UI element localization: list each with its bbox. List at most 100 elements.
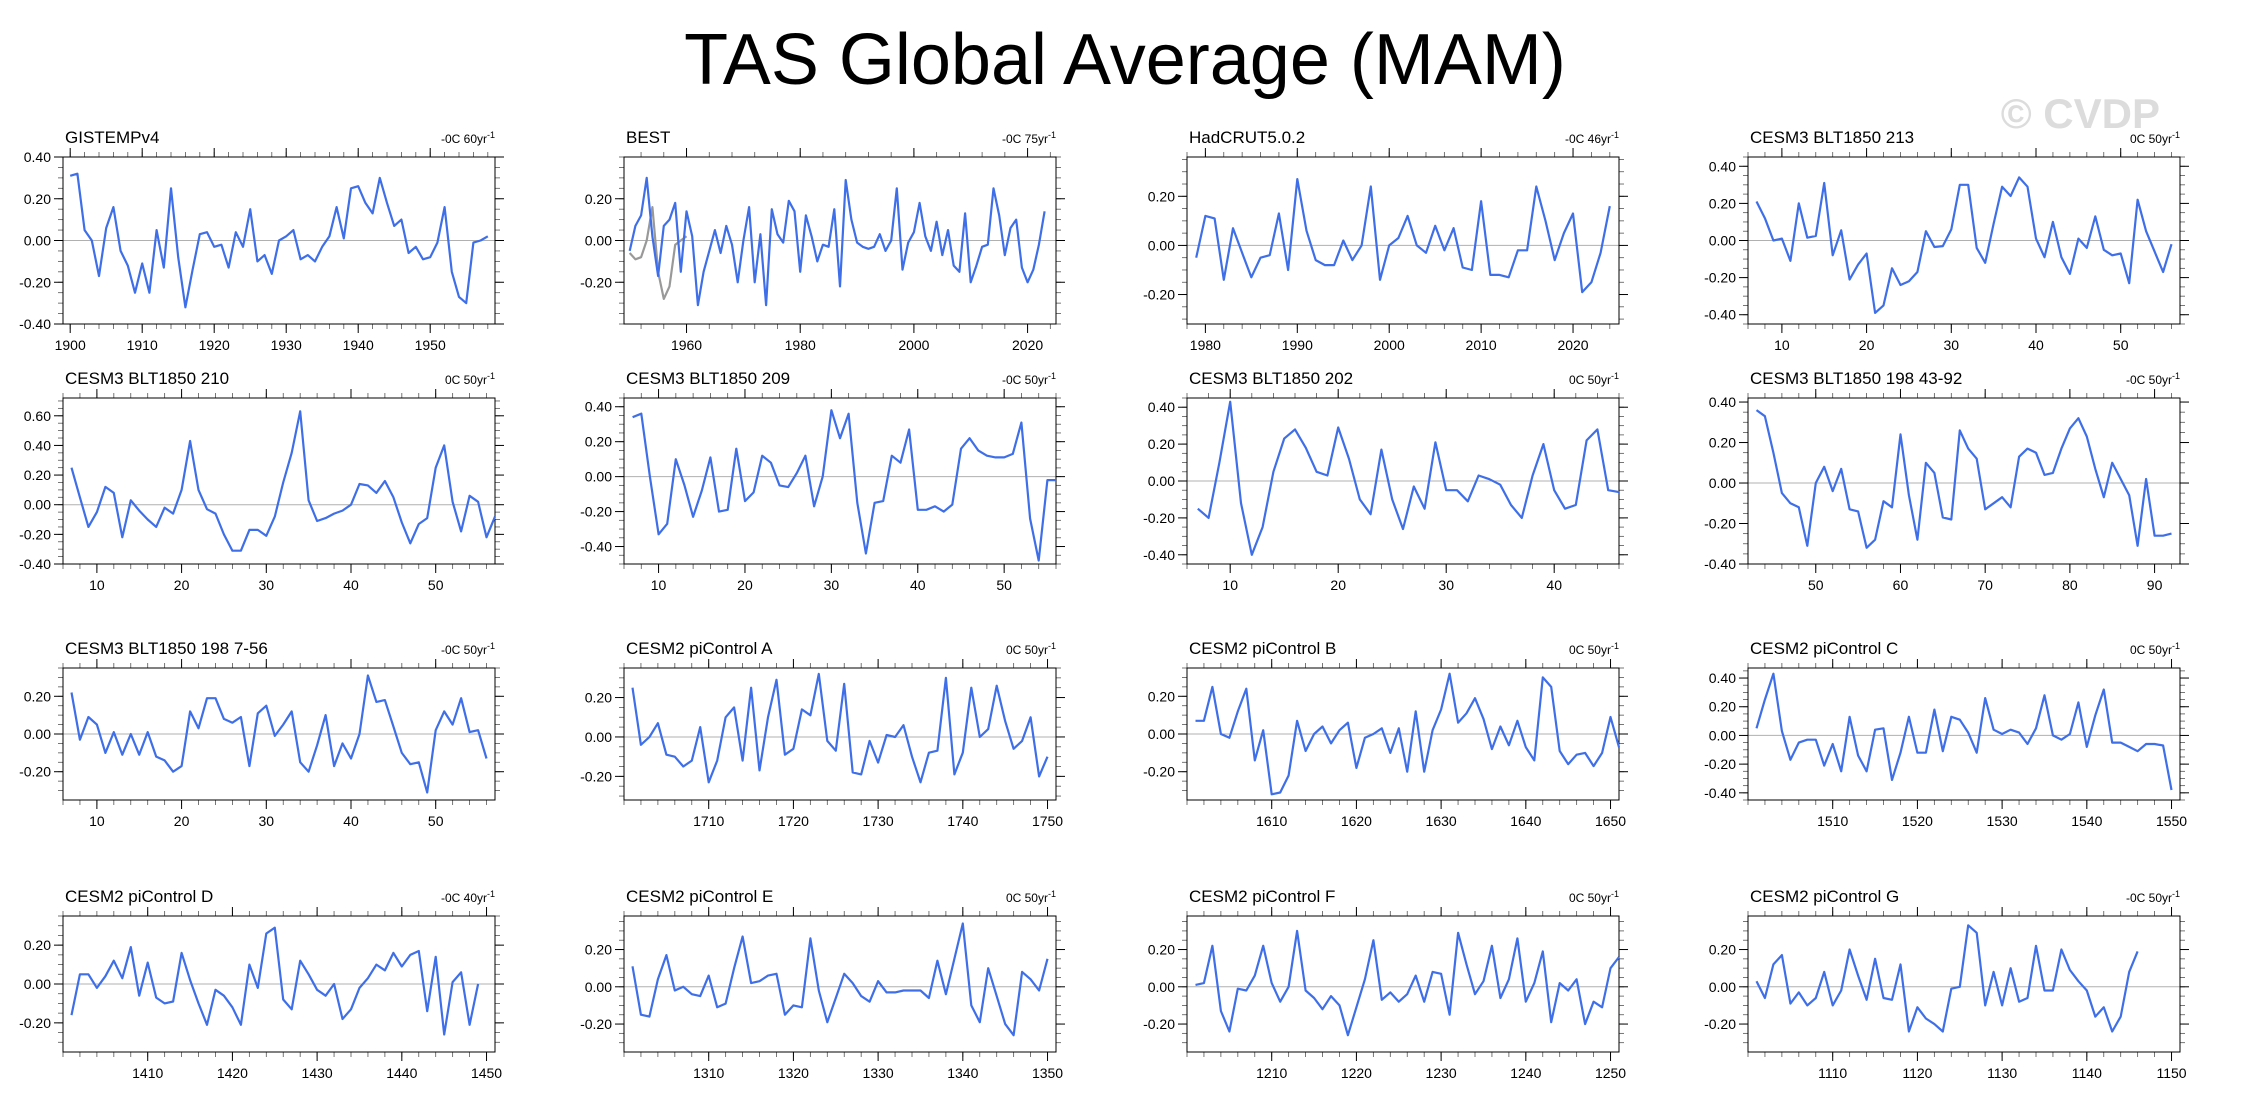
y-tick-label: -0.20 (1704, 1016, 1736, 1032)
x-tick-label: 20 (1859, 337, 1875, 353)
y-tick-label: -0.20 (580, 1016, 612, 1032)
x-tick-label: 1540 (2071, 813, 2102, 829)
x-tick-label: 40 (910, 577, 926, 593)
x-tick-label: 1250 (1595, 1065, 1626, 1081)
y-tick-label: 0.00 (1148, 979, 1175, 995)
trend-value: 0C 50yr (1569, 373, 1611, 387)
x-tick-label: 1550 (2156, 813, 2187, 829)
y-tick-label: -0.40 (1704, 556, 1736, 572)
trend-label: -0C 50yr-1 (2126, 371, 2180, 387)
y-tick-label: 0.00 (585, 729, 612, 745)
x-tick-label: 1740 (947, 813, 978, 829)
x-tick-label: 1310 (693, 1065, 724, 1081)
panel-title: CESM2 piControl F (1189, 887, 1335, 906)
trend-label: 0C 50yr-1 (2130, 130, 2180, 146)
plot-frame (1747, 397, 2181, 565)
x-tick-label: 1940 (343, 337, 374, 353)
plot-frame (623, 397, 1057, 565)
x-tick-label: 1950 (415, 337, 446, 353)
y-tick-label: -0.20 (580, 504, 612, 520)
x-tick-label: 30 (824, 577, 840, 593)
series-line (1197, 400, 1620, 556)
trend-exponent: -1 (1048, 889, 1056, 899)
y-tick-label: 0.20 (24, 191, 51, 207)
panel-title: CESM2 piControl C (1750, 639, 1898, 658)
y-tick-label: 0.00 (585, 979, 612, 995)
x-tick-label: 2020 (1557, 337, 1588, 353)
x-tick-label: 1930 (271, 337, 302, 353)
x-tick-label: 1640 (1510, 813, 1541, 829)
trend-exponent: -1 (1611, 889, 1619, 899)
y-tick-label: 0.20 (1148, 188, 1175, 204)
trend-label: -0C 40yr-1 (441, 889, 495, 905)
plot-frame (1186, 667, 1620, 801)
y-tick-label: -0.20 (1143, 764, 1175, 780)
y-tick-label: -0.20 (19, 274, 51, 290)
x-tick-label: 40 (2028, 337, 2044, 353)
panel: GISTEMPv4 -0C 60yr-1 -0.40 -0.20 0.00 0.20 0.4… (19, 128, 504, 353)
x-tick-label: 1120 (1902, 1065, 1932, 1081)
panel: CESM2 piControl E 0C 50yr-1 -0.20 0.00 0.20 1… (580, 887, 1065, 1081)
plot-frame (62, 397, 496, 565)
y-tick-label: 0.00 (585, 233, 612, 249)
plot-frame (623, 156, 1057, 325)
x-tick-label: 1150 (2156, 1065, 2186, 1081)
trend-label: 0C 50yr-1 (1569, 889, 1619, 905)
y-tick-label: 0.00 (585, 469, 612, 485)
y-tick-label: -0.20 (1704, 756, 1736, 772)
trend-exponent: -1 (2172, 641, 2180, 651)
y-tick-label: 0.20 (24, 688, 51, 704)
plot-frame (62, 667, 496, 801)
trend-value: -0C 50yr (1002, 373, 1048, 387)
plot-frame (1186, 156, 1620, 325)
plot-frame (623, 915, 1057, 1053)
y-tick-label: 0.00 (1148, 237, 1175, 253)
y-tick-label: 0.00 (24, 233, 51, 249)
x-tick-label: 40 (343, 577, 359, 593)
y-tick-label: 0.20 (1148, 688, 1175, 704)
trend-exponent: -1 (1048, 371, 1056, 381)
trend-exponent: -1 (1611, 641, 1619, 651)
y-tick-label: 0.20 (585, 434, 612, 450)
trend-value: -0C 40yr (441, 891, 487, 905)
x-tick-label: 1420 (217, 1065, 248, 1081)
x-tick-label: 1980 (785, 337, 816, 353)
x-tick-label: 40 (343, 813, 359, 829)
trend-exponent: -1 (1048, 130, 1056, 140)
x-tick-label: 50 (428, 577, 444, 593)
panel: CESM2 piControl A 0C 50yr-1 -0.20 0.00 0.20 1… (580, 639, 1065, 829)
trend-exponent: -1 (2172, 130, 2180, 140)
y-tick-label: -0.20 (19, 764, 51, 780)
trend-label: 0C 50yr-1 (1006, 889, 1056, 905)
series-line (1755, 672, 2173, 791)
panel: CESM2 piControl C 0C 50yr-1 -0.40 -0.20 0.00… (1704, 639, 2189, 829)
panel: CESM3 BLT1850 210 0C 50yr-1 -0.40 -0.20 0.00… (19, 369, 504, 593)
trend-label: 0C 50yr-1 (1006, 641, 1056, 657)
plot-frame (623, 667, 1057, 801)
x-tick-label: 1430 (302, 1065, 333, 1081)
trend-value: 0C 50yr (1006, 643, 1048, 657)
y-tick-label: -0.20 (1704, 516, 1736, 532)
trend-label: 0C 50yr-1 (2130, 641, 2180, 657)
x-tick-label: 1210 (1256, 1065, 1287, 1081)
y-tick-label: 0.20 (1148, 942, 1175, 958)
x-tick-label: 40 (1546, 577, 1562, 593)
plot-frame (1186, 397, 1620, 565)
y-tick-label: 0.40 (1148, 399, 1175, 415)
panel: CESM3 BLT1850 198 43-92 -0C 50yr-1 -0.40 -0… (1704, 369, 2189, 593)
y-tick-label: 0.00 (1709, 475, 1736, 491)
x-tick-label: 1130 (1987, 1065, 2017, 1081)
y-tick-label: 0.00 (1709, 979, 1736, 995)
y-tick-label: -0.20 (1143, 510, 1175, 526)
y-tick-label: -0.20 (580, 768, 612, 784)
trend-label: 0C 50yr-1 (445, 371, 495, 387)
y-tick-label: -0.20 (1704, 270, 1736, 286)
x-tick-label: 1910 (127, 337, 158, 353)
x-tick-label: 80 (2062, 577, 2078, 593)
y-tick-label: 0.20 (1709, 435, 1736, 451)
x-tick-label: 90 (2147, 577, 2163, 593)
panel: CESM3 BLT1850 202 0C 50yr-1 -0.40 -0.20 0.00… (1143, 369, 1628, 593)
y-tick-label: 0.20 (1148, 436, 1175, 452)
y-tick-label: 0.00 (1709, 233, 1736, 249)
y-tick-label: 0.40 (24, 149, 51, 165)
